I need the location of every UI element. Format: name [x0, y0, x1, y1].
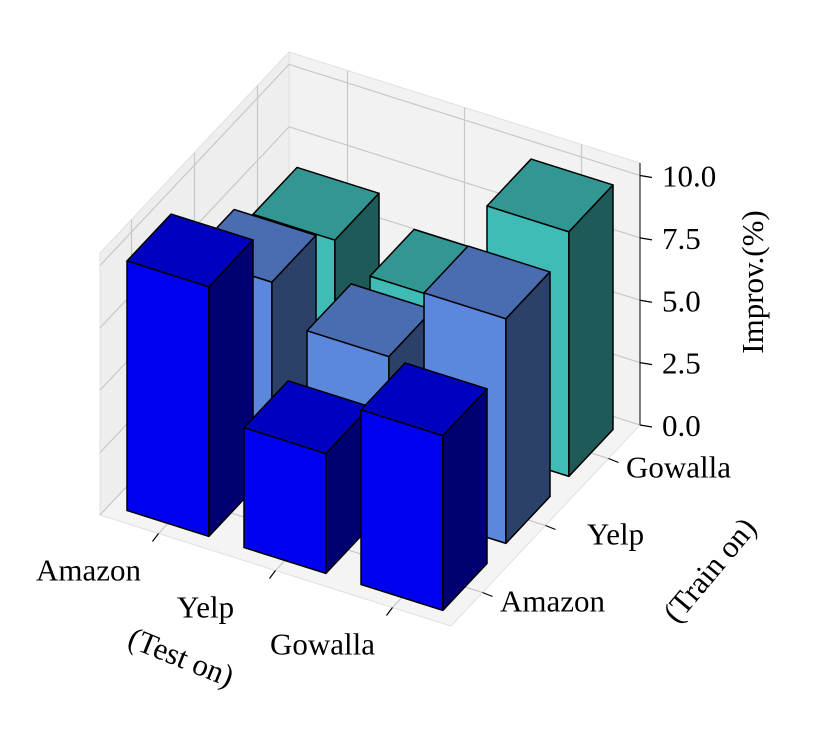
z-tick — [639, 174, 653, 179]
z-tick-label: 2.5 — [662, 346, 701, 381]
z-tick — [639, 237, 653, 241]
z-tick — [639, 299, 653, 303]
bar-side — [568, 184, 614, 478]
z-tick-label: 0.0 — [662, 408, 701, 443]
x-tick — [269, 570, 276, 579]
x-tick-label: Gowalla — [270, 627, 375, 662]
z-tick — [639, 424, 653, 428]
y-tick-label: Yelp — [587, 517, 644, 552]
x-tick-label: Yelp — [177, 590, 234, 625]
y-tick — [608, 457, 619, 464]
grid-line — [99, 63, 641, 266]
y-axis-label: (Train on) — [656, 511, 763, 630]
y-tick — [545, 524, 556, 531]
z-tick-label: 10.0 — [662, 159, 716, 194]
bar-side — [505, 271, 551, 545]
x-tick — [386, 607, 393, 616]
bar-front — [126, 260, 210, 538]
bar-side — [208, 239, 254, 538]
y-tick — [482, 591, 493, 598]
z-tick-label: 5.0 — [662, 283, 701, 318]
x-tick-label: Amazon — [36, 553, 142, 588]
z-axis-label: Improv.(%) — [735, 210, 770, 353]
bar-front — [360, 409, 444, 612]
z-tick — [639, 362, 653, 366]
bar-front — [243, 426, 327, 575]
bar-side — [442, 388, 488, 612]
y-tick-label: Gowalla — [626, 450, 731, 485]
y-tick-label: Amazon — [500, 584, 606, 619]
x-axis-label: (Test on) — [123, 620, 239, 694]
x-tick — [152, 533, 159, 542]
z-tick-label: 7.5 — [662, 221, 701, 256]
